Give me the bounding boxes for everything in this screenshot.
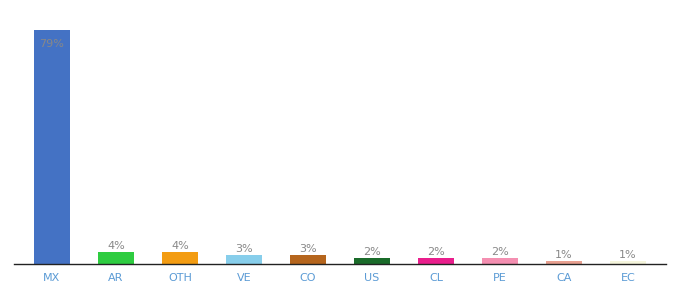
Bar [547,261,581,264]
Text: 3%: 3% [299,244,317,254]
Bar [354,258,390,264]
Bar [163,252,198,264]
Text: 1%: 1% [619,250,636,260]
Bar [226,255,262,264]
Text: 3%: 3% [235,244,253,254]
Text: 4%: 4% [171,241,189,251]
Text: 2%: 2% [363,247,381,257]
Bar [418,258,454,264]
Bar [611,261,645,264]
Text: 4%: 4% [107,241,125,251]
Text: 2%: 2% [491,247,509,257]
Bar [99,252,133,264]
Text: 2%: 2% [427,247,445,257]
Bar [35,30,69,264]
Text: 1%: 1% [555,250,573,260]
Bar [290,255,326,264]
Bar [482,258,517,264]
Text: 79%: 79% [39,39,65,49]
